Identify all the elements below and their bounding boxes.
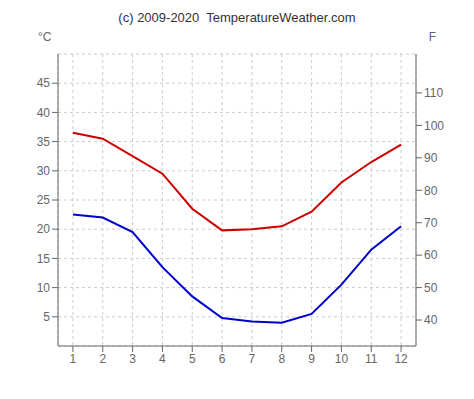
svg-text:4: 4 [159,352,166,366]
svg-text:10: 10 [335,352,349,366]
svg-text:5: 5 [189,352,196,366]
svg-text:20: 20 [37,222,51,236]
svg-text:12: 12 [394,352,408,366]
svg-text:80: 80 [424,184,438,198]
svg-text:90: 90 [424,151,438,165]
svg-text:9: 9 [308,352,315,366]
svg-text:7: 7 [249,352,256,366]
svg-text:60: 60 [424,248,438,262]
svg-text:11: 11 [365,352,378,366]
svg-text:70: 70 [424,216,438,230]
svg-text:5: 5 [43,310,50,324]
svg-text:1: 1 [70,352,77,366]
svg-text:40: 40 [424,313,438,327]
svg-text:40: 40 [37,106,51,120]
svg-text:110: 110 [424,86,443,100]
svg-text:30: 30 [37,164,51,178]
html-text:°C: °C [38,30,52,44]
svg-text:2: 2 [99,352,106,366]
svg-text:15: 15 [37,252,51,266]
svg-text:6: 6 [219,352,226,366]
svg-text:25: 25 [37,193,51,207]
svg-text:35: 35 [37,135,51,149]
svg-text:10: 10 [37,281,51,295]
svg-text:8: 8 [278,352,285,366]
html-text:(c) 2009-2020 TemperatureWeath: (c) 2009-2020 TemperatureWeather.com [118,10,356,25]
svg-text:45: 45 [37,76,51,90]
svg-text:50: 50 [424,281,438,295]
svg-text:100: 100 [424,119,444,133]
html-text:F: F [428,30,436,44]
svg-text:3: 3 [129,352,136,366]
